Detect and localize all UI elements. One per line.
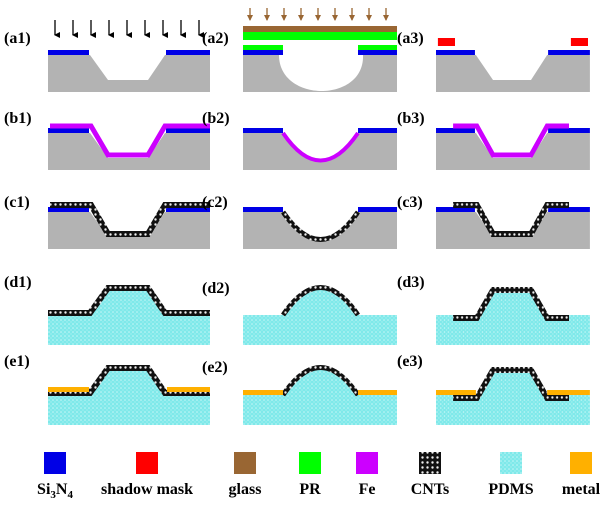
legend: Si3N4 shadow mask glass PR Fe CNTs PDMS … — [37, 452, 601, 501]
legend-label: PDMS — [488, 481, 533, 498]
swatch — [136, 452, 158, 474]
panel-label: (d1) — [4, 274, 32, 291]
legend-label: PR — [299, 481, 321, 498]
text: Si — [37, 481, 51, 498]
panel-label: (a2) — [202, 30, 229, 47]
panel-label: (e3) — [397, 353, 423, 370]
legend-label: shadow mask — [101, 481, 193, 498]
panel-label: (a1) — [4, 30, 31, 47]
panels — [48, 8, 590, 425]
swatch — [44, 452, 66, 474]
legend-label: glass — [229, 481, 262, 498]
panel-label: (e2) — [202, 359, 228, 376]
subscript: 4 — [67, 489, 73, 501]
swatch — [419, 452, 441, 474]
panel-label: (b3) — [397, 110, 425, 127]
panel-label: (d2) — [202, 280, 230, 297]
swatch — [570, 452, 592, 474]
swatch — [500, 452, 522, 474]
text: N — [56, 481, 68, 498]
legend-label: metal — [562, 481, 601, 498]
swatch — [299, 452, 321, 474]
panel-label: (c3) — [397, 194, 423, 211]
panel-label: (a3) — [397, 30, 424, 47]
legend-label: Fe — [359, 481, 376, 498]
panel-label: (d3) — [397, 274, 425, 291]
diagram: (a1) (a2) (a3) (b1) (b2) (b3) (c1) (c2) … — [0, 0, 613, 505]
swatch — [356, 452, 378, 474]
legend-label: CNTs — [411, 481, 450, 498]
panel-label: (c1) — [4, 194, 30, 211]
panel-label: (e1) — [4, 353, 30, 370]
panel-label: (b1) — [4, 110, 32, 127]
panel-label: (c2) — [202, 194, 228, 211]
legend-label: Si3N4 — [37, 481, 73, 501]
swatch — [234, 452, 256, 474]
panel-label: (b2) — [202, 110, 230, 127]
